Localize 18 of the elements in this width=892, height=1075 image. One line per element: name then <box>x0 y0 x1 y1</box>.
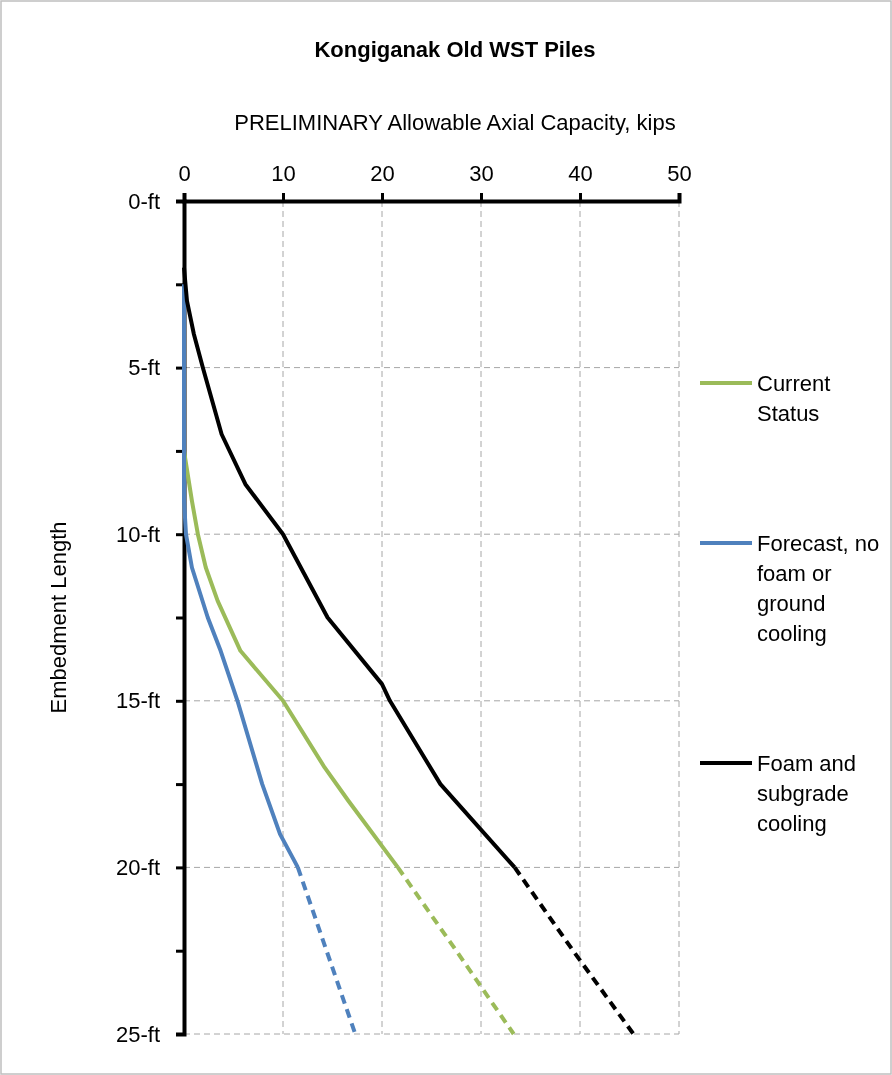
y-tick-label: 0-ft <box>128 188 160 214</box>
y-tick-label: 10-ft <box>115 521 160 547</box>
legend-label: Foam and subgrade cooling <box>757 751 857 836</box>
legend-label: Forecast, no foam or ground cooling <box>757 531 880 646</box>
x-axis-title: PRELIMINARY Allowable Axial Capacity, kips <box>234 110 676 135</box>
x-tick-label: 20 <box>370 161 395 186</box>
chart-title: Kongiganak Old WST Piles <box>314 37 596 62</box>
y-tick-label: 25-ft <box>115 1021 160 1047</box>
x-tick-label: 10 <box>271 161 296 186</box>
legend-label: Current Status <box>757 371 831 426</box>
y-tick-label: 20-ft <box>115 854 160 880</box>
y-axis-title: Embedment Length <box>46 521 71 714</box>
y-tick-label: 15-ft <box>115 688 160 714</box>
x-tick-label: 40 <box>568 161 593 186</box>
x-tick-label: 0 <box>178 161 191 186</box>
x-tick-label: 50 <box>667 161 692 186</box>
y-tick-label: 5-ft <box>128 355 160 381</box>
x-tick-label: 30 <box>469 161 494 186</box>
